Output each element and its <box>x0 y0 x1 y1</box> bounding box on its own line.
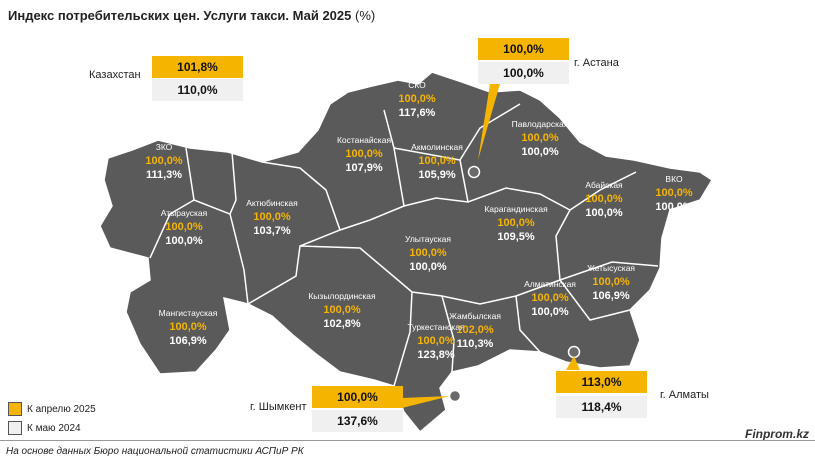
region-apr-value: 100,0% <box>169 321 207 333</box>
region-apr-value: 100,0% <box>398 93 436 105</box>
region-apr-value: 100,0% <box>145 155 183 167</box>
legend-may-text: К маю 2024 <box>27 422 81 434</box>
region-name: Актюбинская <box>246 198 298 208</box>
region-may-value: 109,5% <box>497 231 535 243</box>
astana-label: г. Астана <box>574 57 619 69</box>
region-may-value: 100,0% <box>521 146 559 158</box>
legend-apr-swatch <box>8 402 22 416</box>
region-may-value: 117,6% <box>399 107 436 119</box>
region-apr-value: 100,0% <box>417 335 455 347</box>
footer-divider <box>0 440 815 441</box>
region-may-value: 102,8% <box>323 318 361 330</box>
legend-apr: К апрелю 2025 <box>8 402 96 416</box>
region-name: СКО <box>408 80 426 90</box>
region-may-value: 105,9% <box>418 169 456 181</box>
region-may-value: 123,8% <box>417 349 455 361</box>
almaty-apr-box: 113,0% <box>556 371 647 393</box>
region-apr-value: 100,0% <box>585 193 623 205</box>
region-name: Улытауская <box>405 234 451 244</box>
region-name: Павлодарская <box>512 119 569 129</box>
almaty-pointer <box>566 356 580 370</box>
almaty-label: г. Алматы <box>660 389 709 401</box>
shymkent-apr-box: 100,0% <box>312 386 403 408</box>
region-apr-value: 100,0% <box>497 217 535 229</box>
region-name: Костанайская <box>337 135 392 145</box>
region-apr-value: 100,0% <box>409 247 447 259</box>
region-name: Жамбылская <box>449 311 501 321</box>
kazakhstan-may-box: 110,0% <box>152 79 243 101</box>
region-name: Карагандинская <box>484 204 548 214</box>
astana-marker <box>467 165 481 179</box>
source-note: На основе данных Бюро национальной стати… <box>6 446 304 457</box>
region-name: Мангистауская <box>159 308 218 318</box>
region-name: Кызылординская <box>308 291 376 301</box>
region-apr-value: 100,0% <box>165 221 203 233</box>
shymkent-label: г. Шымкент <box>250 401 307 413</box>
region-name: Алматинская <box>524 279 576 289</box>
shymkent-marker <box>448 389 462 403</box>
region-labels: ЗКО 100,0% 111,3% Атырауская 100,0% 100,0% Акт… <box>145 80 693 361</box>
region-name: Абайская <box>585 180 623 190</box>
region-borders <box>149 103 659 387</box>
kazakhstan-label: Казахстан <box>89 69 141 81</box>
region-apr-value: 100,0% <box>531 292 569 304</box>
region-name: Атырауская <box>161 208 208 218</box>
astana-apr-box: 100,0% <box>478 38 569 60</box>
region-may-value: 106,9% <box>169 335 207 347</box>
shymkent-may-box: 137,6% <box>312 410 403 432</box>
kazakhstan-apr-box: 101,8% <box>152 56 243 78</box>
region-name: ЗКО <box>156 142 173 152</box>
brand-logo: Finprom.kz <box>744 427 809 441</box>
region-apr-value: 100,0% <box>418 155 456 167</box>
region-may-value: 100,0% <box>655 201 693 213</box>
region-name: ВКО <box>665 174 683 184</box>
page-title: Индекс потребительских цен. Услуги такси… <box>8 8 375 23</box>
almaty-may-box: 118,4% <box>556 396 647 418</box>
region-apr-value: 100,0% <box>655 187 693 199</box>
region-may-value: 103,7% <box>253 225 291 237</box>
region-apr-value: 100,0% <box>253 211 291 223</box>
legend-apr-text: К апрелю 2025 <box>27 403 96 415</box>
astana-may-box: 100,0% <box>478 62 569 84</box>
region-apr-value: 100,0% <box>592 276 630 288</box>
region-may-value: 111,3% <box>146 169 182 181</box>
region-apr-value: 102,0% <box>456 324 494 336</box>
region-may-value: 107,9% <box>345 162 383 174</box>
title-text: Индекс потребительских цен. Услуги такси… <box>8 8 352 23</box>
almaty-marker <box>567 345 581 359</box>
title-unit: (%) <box>355 8 376 23</box>
shymkent-pointer <box>402 396 450 408</box>
country-shape <box>99 71 714 434</box>
region-may-value: 110,3% <box>457 338 494 350</box>
region-apr-value: 100,0% <box>521 132 559 144</box>
region-may-value: 100,0% <box>409 261 447 273</box>
region-may-value: 100,0% <box>585 207 623 219</box>
region-name: Жетысуская <box>587 263 635 273</box>
region-name: Акмолинская <box>411 142 463 152</box>
region-name: Туркестанская <box>407 322 464 332</box>
legend-may-swatch <box>8 421 22 435</box>
astana-pointer <box>478 84 500 160</box>
region-apr-value: 100,0% <box>323 304 361 316</box>
region-may-value: 100,0% <box>165 235 203 247</box>
legend-may: К маю 2024 <box>8 421 81 435</box>
region-apr-value: 100,0% <box>345 148 383 160</box>
region-may-value: 100,0% <box>531 306 569 318</box>
region-may-value: 106,9% <box>592 290 630 302</box>
